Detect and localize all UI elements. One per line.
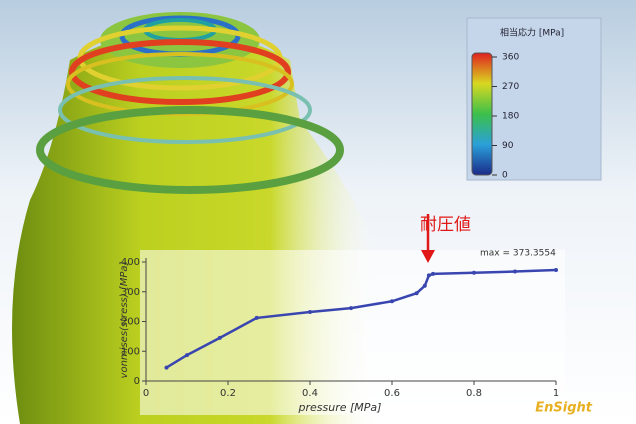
colorbar-tick-label: 270 <box>502 82 519 92</box>
series-point <box>185 353 189 358</box>
colorbar-tick-label: 180 <box>502 112 519 122</box>
y-tick-label: 200 <box>121 317 140 328</box>
x-axis-label: pressure [MPa] <box>298 401 382 414</box>
y-tick-label: 100 <box>121 346 140 357</box>
series-point <box>349 306 353 311</box>
series-point <box>422 283 427 288</box>
series-point <box>414 291 419 296</box>
x-tick-label: 0.2 <box>220 388 236 399</box>
series-point <box>390 299 394 304</box>
x-tick-label: 0 <box>143 388 149 399</box>
series-point <box>164 365 169 370</box>
colorbar <box>471 52 493 176</box>
plot-panel <box>140 250 565 415</box>
y-tick-label: 300 <box>121 287 140 298</box>
x-tick-label: 1 <box>553 388 559 399</box>
colorbar-tick-label: 360 <box>502 53 519 63</box>
series-line <box>165 268 557 369</box>
annotation: max = 373.3554 <box>480 249 556 259</box>
series-point <box>431 271 435 276</box>
series-point <box>254 315 259 320</box>
series-point <box>308 309 312 314</box>
series-point <box>513 269 517 274</box>
colorbar-title: 相当応力 [MPa] <box>500 27 564 39</box>
y-tick-label: 400 <box>121 257 140 268</box>
annotation: 耐圧値 <box>420 215 471 235</box>
x-tick-label: 0.6 <box>384 388 400 399</box>
x-tick-label: 0.4 <box>302 388 318 399</box>
colorbar-tick-label: 90 <box>502 141 514 151</box>
y-axis-label: vonmises(stress) [MPa] <box>119 261 130 378</box>
y-tick-label: 0 <box>134 376 140 387</box>
colorbar-tick-label: 0 <box>502 171 508 181</box>
brand: EnSight <box>535 401 593 416</box>
series-point <box>554 268 558 273</box>
series-point <box>426 273 431 278</box>
x-tick-label: 0.8 <box>466 388 482 399</box>
arrow-head <box>421 250 435 263</box>
series-point <box>217 335 222 340</box>
series-point <box>472 270 476 275</box>
